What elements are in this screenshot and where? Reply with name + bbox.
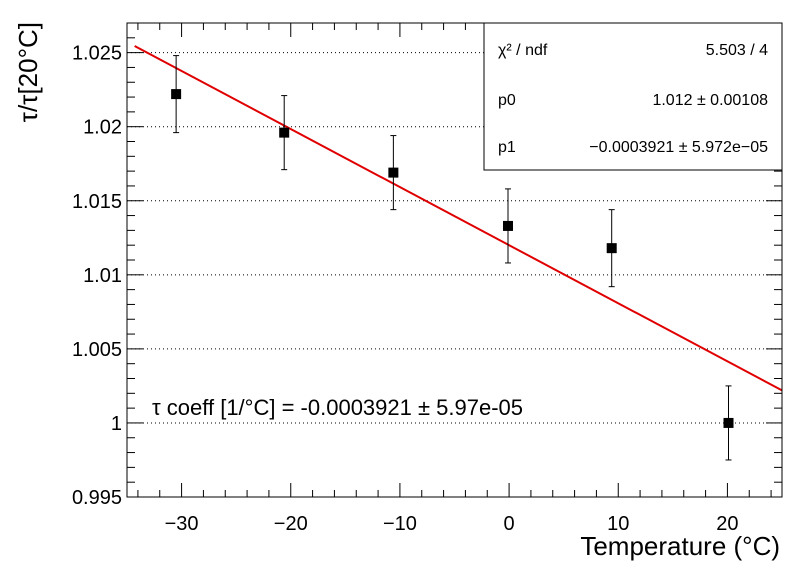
data-point-3 [502,220,513,231]
fit-line [134,45,783,392]
stats-value: 1.012 ± 0.00108 [652,92,768,109]
data-point-1 [279,127,290,138]
data-point-0 [171,89,182,100]
y-tick-label: 1 [111,413,122,435]
stats-label: χ² / ndf [498,42,548,59]
x-tick-label: −20 [274,513,308,535]
y-tick-label: 1.02 [83,117,122,139]
stats-label: p1 [498,139,516,156]
y-tick-label: 1.01 [83,265,122,287]
y-tick-label: 0.995 [72,487,122,509]
x-tick-label: −30 [165,513,199,535]
y-tick-label: 1.005 [72,339,122,361]
fit-line-segment [134,45,783,392]
tick-labels: −30 −20 −10 0 10 20 0.995 1 1.005 1.01 1.015 1.02 1.… [72,43,739,535]
stats-box-frame [483,22,783,171]
stats-value: 5.503 / 4 [706,42,768,59]
stats-value: −0.0003921 ± 5.972e−05 [589,139,768,156]
x-tick-label: −10 [383,513,417,535]
data-point-5 [723,417,734,428]
x-tick-label: 20 [716,513,738,535]
data-point-4 [606,243,617,254]
y-axis-title: τ/τ[20°C] [13,22,43,122]
y-tick-label: 1.025 [72,43,122,65]
x-axis-title: Temperature (°C) [580,531,780,561]
x-tick-label: 10 [607,513,629,535]
data-point-2 [388,167,399,178]
stats-label: p0 [498,92,516,109]
data-points [171,55,734,461]
fit-stats-box: χ² / ndf 5.503 / 4 p0 1.012 ± 0.00108 p1 −0.0… [483,22,783,171]
x-tick-label: 0 [504,513,515,535]
y-tick-label: 1.015 [72,191,122,213]
coefficient-annotation: τ coeff [1/°C] = -0.0003921 ± 5.97e-05 [152,395,523,420]
